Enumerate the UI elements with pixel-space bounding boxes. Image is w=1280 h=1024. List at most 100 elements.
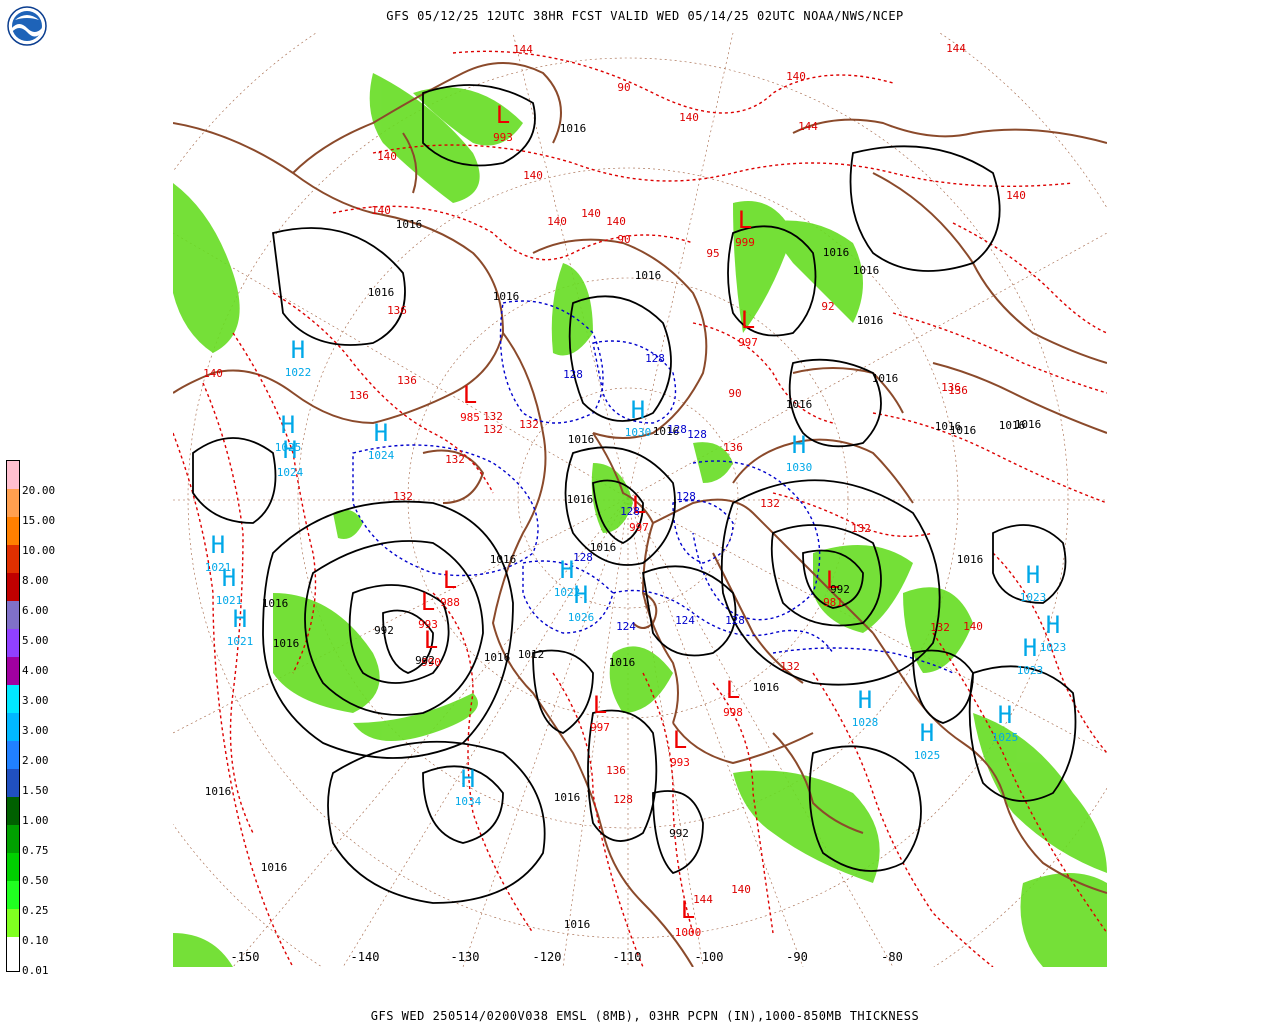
legend-swatch — [7, 685, 19, 713]
isobar-label: 1016 — [957, 553, 984, 566]
isobar-label: 1016 — [999, 419, 1026, 432]
thickness-label-warm: 132 — [445, 453, 465, 466]
legend-label: 5.00 — [22, 634, 49, 647]
thickness-label-warm: 90 — [728, 387, 741, 400]
legend-swatch — [7, 797, 19, 825]
legend-label: 3.00 — [22, 694, 49, 707]
legend-swatch — [7, 769, 19, 797]
isobar-label: 1016 — [273, 637, 300, 650]
thickness-label-warm: 90 — [617, 233, 630, 246]
legend-label: 10.00 — [22, 544, 56, 557]
low-center-symbol: L — [443, 566, 457, 594]
low-center-symbol: L — [424, 626, 438, 654]
low-center-value: 998 — [723, 706, 743, 719]
thickness-label-warm: 140 — [523, 169, 543, 182]
isobar-label: 1016 — [935, 420, 962, 433]
thickness-label-warm: 140 — [547, 215, 567, 228]
isobar-label: 992 — [669, 827, 689, 840]
high-center-value: 1022 — [554, 586, 581, 599]
low-center-symbol: L — [496, 101, 510, 129]
high-center-value: 1025 — [275, 441, 302, 454]
legend-label: 0.10 — [22, 934, 49, 947]
isobar-label: 1016 — [653, 425, 680, 438]
isobar-label: 1016 — [484, 651, 511, 664]
high-pressure-centers: H1022H1025H1024H1024H1030H1021H1021H1021… — [205, 336, 1067, 808]
isobar-label: 1016 — [753, 681, 780, 694]
thickness-label-warm: 140 — [1006, 189, 1026, 202]
noaa-logo — [7, 6, 47, 46]
isobar-label: 992 — [374, 624, 394, 637]
low-center-symbol: L — [681, 896, 695, 924]
thickness-label-warm: 92 — [821, 300, 834, 313]
thickness-label-warm: 140 — [371, 204, 391, 217]
high-center-value: 1025 — [914, 749, 941, 762]
coastlines — [173, 62, 1107, 967]
thickness-contours-warm — [173, 50, 1107, 967]
legend-label: 0.50 — [22, 874, 49, 887]
high-center-symbol: H — [1026, 561, 1040, 589]
isobar-label: 1016 — [950, 424, 977, 437]
low-center-symbol: L — [826, 566, 840, 594]
isobar-label: 1016 — [872, 372, 899, 385]
low-center-value: 990 — [421, 656, 441, 669]
thickness-label-warm: 140 — [963, 620, 983, 633]
isobar-label: 1016 — [568, 433, 595, 446]
legend-swatch — [7, 461, 19, 489]
isobar-label: 1016 — [1015, 418, 1042, 431]
thickness-label-cold: 128 — [573, 551, 593, 564]
isobar-label: 1016 — [261, 861, 288, 874]
isobar-label: 1016 — [560, 122, 587, 135]
thickness-label-warm: 90 — [617, 81, 630, 94]
low-center-value: 1000 — [675, 926, 702, 939]
map-caption: GFS WED 250514/0200V038 EMSL (8MB), 03HR… — [370, 1009, 920, 1023]
low-center-value: 988 — [440, 596, 460, 609]
thickness-label-warm: 144 — [798, 120, 818, 133]
thickness-label-warm: 136 — [349, 389, 369, 402]
low-center-symbol: L — [463, 381, 477, 409]
legend-label: 1.00 — [22, 814, 49, 827]
thickness-label-cold: 128 — [725, 614, 745, 627]
low-center-symbol: L — [673, 726, 687, 754]
low-center-symbol: L — [738, 206, 752, 234]
thickness-label-warm: 136 — [397, 374, 417, 387]
high-center-value: 1026 — [568, 611, 595, 624]
isobar-label: 1016 — [635, 269, 662, 282]
high-center-value: 1034 — [455, 795, 482, 808]
high-center-symbol: H — [222, 564, 236, 592]
graticule — [173, 33, 1107, 967]
thickness-label-warm: 140 — [731, 883, 751, 896]
legend-label: 1.50 — [22, 784, 49, 797]
legend-swatch — [7, 489, 19, 517]
low-center-symbol: L — [726, 676, 740, 704]
thickness-label-warm: 144 — [693, 893, 713, 906]
isobar-label: 1016 — [609, 656, 636, 669]
thickness-labels-warm: 144 144 144 140 140 140 140 140 140 140 140 140 140 1… — [203, 42, 1026, 906]
thickness-label-warm: 140 — [606, 215, 626, 228]
isobar-label: 1016 — [567, 493, 594, 506]
legend-swatch — [7, 517, 19, 545]
legend-label: 4.00 — [22, 664, 49, 677]
thickness-label-cold: 128 — [667, 423, 687, 436]
high-center-symbol: H — [281, 411, 295, 439]
low-center-value: 997 — [629, 521, 649, 534]
isobar-label: 1016 — [554, 791, 581, 804]
legend-label: 3.00 — [22, 724, 49, 737]
legend-swatch — [7, 825, 19, 853]
low-center-value: 997 — [590, 721, 610, 734]
isobar-label: 1016 — [857, 314, 884, 327]
thickness-label-warm: 140 — [377, 150, 397, 163]
low-center-value: 993 — [493, 131, 513, 144]
longitude-label: -110 — [613, 950, 642, 964]
high-center-symbol: H — [283, 436, 297, 464]
high-center-symbol: H — [574, 581, 588, 609]
high-center-symbol: H — [1046, 611, 1060, 639]
low-center-value: 981 — [823, 596, 843, 609]
high-center-symbol: H — [631, 396, 645, 424]
legend-swatch — [7, 853, 19, 881]
thickness-label-cold: 124 — [675, 614, 695, 627]
high-center-value: 1028 — [852, 716, 879, 729]
longitude-label: -100 — [695, 950, 724, 964]
low-center-symbol: L — [593, 691, 607, 719]
isobar-label: 1016 — [396, 218, 423, 231]
